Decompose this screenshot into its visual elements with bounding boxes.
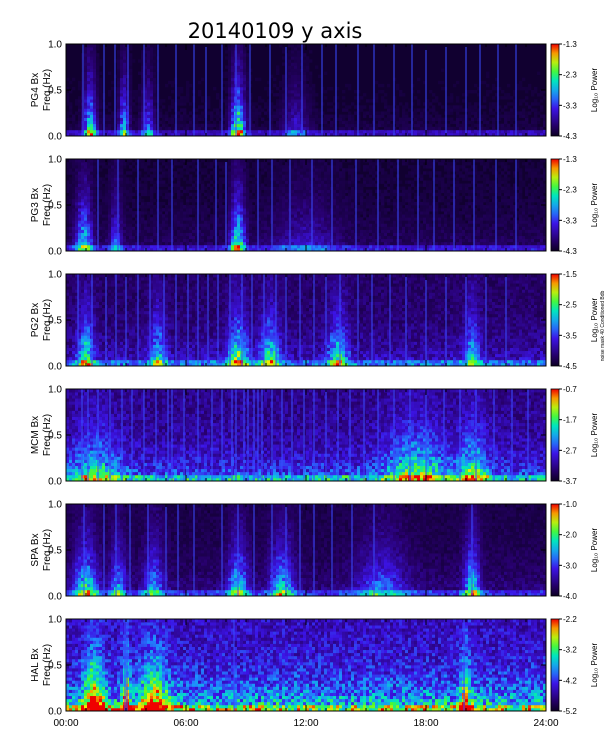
colorbar-tick-label: -1.0 [563,500,577,509]
panel-4: 0.0 0.5 1.0 MCM Bx Freq (Hz) -0.7 -1.7 -2.7 -3.7… [30,385,599,488]
colorbar-tick-label: -4.0 [563,592,577,601]
panel-5: 0.0 0.5 1.0 SPA Bx Freq (Hz) -1.0 -2.0 -3.0 -4.0… [30,500,599,603]
y-tick-label: 0.0 [48,707,62,718]
colorbar-label: Log₁₀ Power [590,298,599,343]
colorbar-tick-label: -1.3 [563,155,577,164]
y-tick-label: 0.0 [48,247,62,258]
y-tick-label: 0.0 [48,362,62,373]
y-tick-label: 0.5 [48,661,62,672]
y-tick-label: 0.0 [48,132,62,143]
colorbar-tick-label: -4.3 [563,132,577,141]
colorbar-tick-label: -3.3 [563,101,577,110]
colorbar [550,43,560,137]
colorbar [550,388,560,482]
station-label: SPA Bx [30,533,41,566]
y-axis-label: Freq (Hz) [42,299,53,341]
colorbar [550,503,560,597]
y-tick-label: 0.5 [48,201,62,212]
y-axis-label: Freq (Hz) [42,529,53,571]
station-label: MCM Bx [30,416,41,454]
colorbar-tick-label: -3.5 [563,331,577,340]
colorbar-tick-label: -1.7 [563,416,577,425]
x-axis: 00:00 06:00 12:00 18:00 24:00 [53,718,558,729]
y-tick-label: 1.0 [48,155,62,166]
station-label: PG4 Bx [30,73,41,107]
y-axis-label: Freq (Hz) [42,184,53,226]
spectrogram-heatmap [66,504,546,596]
colorbar [550,618,560,712]
x-tick-label: 24:00 [533,718,558,729]
station-label: HAL Bx [30,648,41,682]
y-tick-label: 1.0 [48,40,62,51]
x-tick-label: 06:00 [173,718,198,729]
y-tick-label: 0.5 [48,316,62,327]
colorbar-tick-label: -4.2 [563,676,577,685]
y-tick-label: 1.0 [48,385,62,396]
colorbar-tick-label: -4.3 [563,247,577,256]
colorbar-label: Log₁₀ Power [590,528,599,573]
colorbar-tick-label: -2.7 [563,446,577,455]
colorbar-tick-label: -1.5 [563,270,577,279]
side-note: noise mask 40 Conditioned Bdb [600,290,606,361]
colorbar-tick-label: -3.2 [563,646,577,655]
colorbar-label: Log₁₀ Power [590,183,599,228]
x-tick-label: 12:00 [293,718,318,729]
station-label: PG3 Bx [30,188,41,222]
colorbar-tick-label: -2.2 [563,615,577,624]
x-tick-label: 18:00 [413,718,438,729]
y-tick-label: 1.0 [48,500,62,511]
y-tick-label: 0.5 [48,86,62,97]
y-tick-label: 0.0 [48,477,62,488]
spectrogram-heatmap [66,274,546,366]
panel-6: 0.0 0.5 1.0 HAL Bx Freq (Hz) -2.2 -3.2 -4.2 -5.2… [30,615,599,718]
station-label: PG2 Bx [30,303,41,337]
spectrogram-heatmap [66,159,546,251]
spectrogram-heatmap [66,44,546,136]
colorbar-tick-label: -2.3 [563,186,577,195]
colorbar-tick-label: -1.3 [563,40,577,49]
panel-3: 0.0 0.5 1.0 PG2 Bx Freq (Hz) -1.5 -2.5 -3.5 -4.5… [30,270,599,373]
colorbar-label: Log₁₀ Power [590,413,599,458]
spectrogram-heatmap [66,619,546,711]
spectrogram-heatmap [66,389,546,481]
panel-2: 0.0 0.5 1.0 PG3 Bx Freq (Hz) -1.3 -2.3 -3.3 -4.3… [30,155,599,258]
colorbar [550,273,560,367]
y-axis-label: Freq (Hz) [42,414,53,456]
colorbar-label: Log₁₀ Power [590,643,599,688]
x-tick-label: 00:00 [53,718,78,729]
colorbar-tick-label: -0.7 [563,385,577,394]
colorbar-tick-label: -2.0 [563,531,577,540]
colorbar-tick-label: -4.5 [563,362,577,371]
figure-title: 20140109 y axis [188,19,363,43]
y-tick-label: 0.5 [48,546,62,557]
y-axis-label: Freq (Hz) [42,69,53,111]
y-axis-label: Freq (Hz) [42,644,53,686]
y-tick-label: 1.0 [48,615,62,626]
colorbar-tick-label: -5.2 [563,707,577,716]
y-tick-label: 1.0 [48,270,62,281]
colorbar-tick-label: -2.3 [563,71,577,80]
colorbar [550,158,560,252]
y-tick-label: 0.0 [48,592,62,603]
colorbar-tick-label: -3.3 [563,216,577,225]
colorbar-tick-label: -2.5 [563,301,577,310]
colorbar-tick-label: -3.7 [563,477,577,486]
y-tick-label: 0.5 [48,431,62,442]
panel-1: 0.0 0.5 1.0 PG4 Bx Freq (Hz) -1.3 -2.3 -3.3 -4.3… [30,40,599,143]
colorbar-tick-label: -3.0 [563,561,577,570]
colorbar-label: Log₁₀ Power [590,68,599,113]
